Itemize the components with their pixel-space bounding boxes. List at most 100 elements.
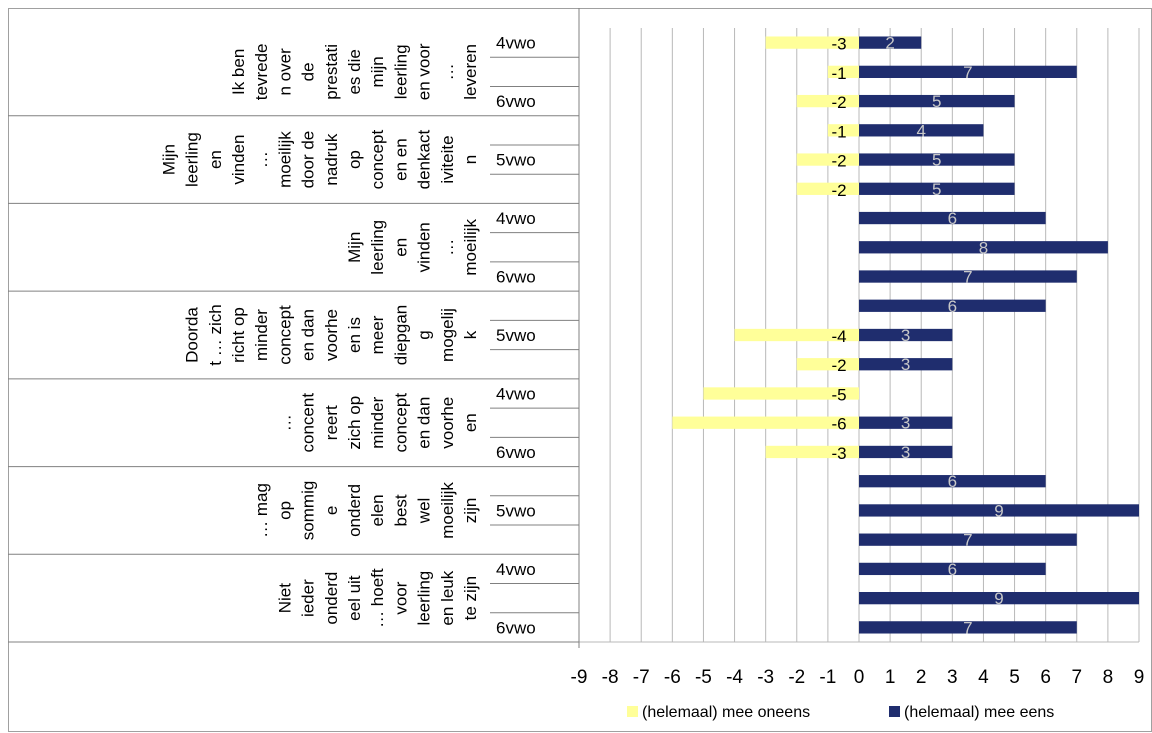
bar-disagree-label: -2 (831, 181, 846, 200)
group-label-line: te zijn (461, 576, 480, 620)
bar-agree-label: 7 (963, 618, 972, 637)
x-tick-label: -2 (788, 667, 805, 688)
group-label-line: minder (252, 309, 271, 361)
subgroup-label: 4vwo (496, 34, 536, 53)
bar-agree (859, 36, 922, 49)
group-label-line: en leuk (438, 570, 457, 625)
group-label-line: sommig (299, 481, 318, 541)
bar-disagree (827, 124, 859, 137)
group-label-line: vinden (229, 135, 248, 185)
group-label-line: ieder (299, 579, 318, 617)
subgroup-label: 5vwo (496, 501, 536, 520)
group-label-line: voor (391, 581, 410, 614)
group-label-line: … mag (252, 483, 271, 538)
group-label-line: onderd (345, 484, 364, 537)
group-label-line: iviteite (438, 135, 457, 183)
group-label-line: Mijn (345, 232, 364, 263)
bar-agree (859, 621, 1077, 634)
bar-disagree-label: -1 (831, 122, 846, 141)
bar-agree (859, 445, 953, 459)
bar-disagree (796, 182, 859, 195)
legend-swatch (889, 706, 900, 717)
legend-label: (helemaal) mee eens (904, 704, 1054, 721)
x-tick-label: -9 (571, 667, 588, 688)
x-tick-label: -4 (726, 667, 743, 688)
bar-agree (859, 299, 1046, 312)
group-label-line: … (438, 239, 457, 256)
bar-disagree (827, 65, 859, 78)
bar-agree (859, 65, 1077, 78)
x-tick-label: 9 (1134, 667, 1145, 688)
bar-agree (859, 124, 984, 137)
bar-agree-label: 9 (994, 501, 1003, 520)
bar-agree (859, 562, 1046, 576)
bar-agree (859, 211, 1046, 225)
bar-agree-label: 3 (901, 414, 910, 433)
bars: 2-37-15-24-15-25-268763-43-2-53-63-36976… (672, 34, 1139, 637)
group-label-line: concept (391, 393, 410, 453)
group-label-line: op (275, 501, 294, 520)
group-label-line: eel uit (345, 575, 364, 621)
group-label-line: op (345, 150, 364, 169)
group-label-line: diepgan (391, 305, 410, 366)
x-tick-label: -5 (695, 667, 712, 688)
legend-swatch (627, 706, 638, 717)
subgroup-label: 6vwo (496, 618, 536, 637)
group-label-line: mogelij (438, 308, 457, 362)
group-label-line: en is (345, 317, 364, 353)
bar-disagree-label: -2 (831, 93, 846, 112)
bar-disagree (796, 153, 859, 166)
bar-disagree (734, 328, 859, 342)
bar-disagree (796, 94, 859, 108)
group-label-line: elen (368, 494, 387, 526)
group-label-line: Niet (275, 583, 294, 614)
bar-agree-label: 6 (948, 560, 957, 579)
group-label-line: k (461, 330, 480, 339)
bar-agree-label: 3 (901, 355, 910, 374)
bar-agree-label: 7 (963, 63, 972, 82)
bar-disagree-label: -6 (831, 415, 846, 434)
bar-agree (859, 153, 1015, 166)
group-label-line: de (299, 62, 318, 81)
category-labels: 4vwo 6vwo 5vwo 4vwo 6vwo 5vwo 4vwo 6vwo 5vwo 4vwo… (159, 34, 535, 638)
bar-agree-label: 3 (901, 326, 910, 345)
group-label-line: tevrede (252, 44, 271, 101)
bar-agree (859, 182, 1015, 195)
group-label-line: wel (415, 498, 434, 525)
bar-disagree (765, 36, 859, 49)
group-label-line: … hoeft (368, 568, 387, 628)
bar-disagree-label: -2 (831, 356, 846, 375)
bar-agree-label: 5 (932, 151, 941, 170)
group-label-line: Doorda (183, 307, 202, 363)
subgroup-label: 6vwo (496, 92, 536, 111)
bar-agree (859, 592, 1139, 605)
group-label-line: g (415, 330, 434, 339)
group-label-line: concept (275, 305, 294, 365)
legend: (helemaal) mee oneens (helemaal) mee eens (627, 704, 1054, 721)
subgroup-label: 6vwo (496, 443, 536, 462)
bar-disagree (765, 445, 859, 459)
subgroup-label: 5vwo (496, 326, 536, 345)
bar-disagree-label: -3 (831, 35, 846, 54)
bar-agree-label: 5 (932, 92, 941, 111)
group-label-line: zich op (345, 396, 364, 450)
bar-agree-label: 5 (932, 180, 941, 199)
group-label-line: reert (322, 405, 341, 440)
group-label-line: moeilijk (438, 482, 457, 539)
group-label-line: leerling (183, 132, 202, 187)
group-label-line: en (461, 413, 480, 432)
bar-agree (859, 358, 953, 371)
bar-agree-label: 8 (979, 238, 988, 257)
group-label-line: en voor (415, 43, 434, 100)
group-label-line: … (275, 414, 294, 431)
group-label-line: e (322, 506, 341, 515)
group-label-line: prestati (322, 44, 341, 100)
group-label-line: vinden (415, 222, 434, 272)
bar-agree-label: 6 (948, 209, 957, 228)
x-tick-label: -7 (633, 667, 650, 688)
group-label-line: concent (299, 393, 318, 453)
group-label-line: concept (368, 130, 387, 190)
x-tick-label: 5 (1009, 667, 1020, 688)
bar-agree-label: 3 (901, 443, 910, 462)
group-label-line: en (391, 238, 410, 257)
